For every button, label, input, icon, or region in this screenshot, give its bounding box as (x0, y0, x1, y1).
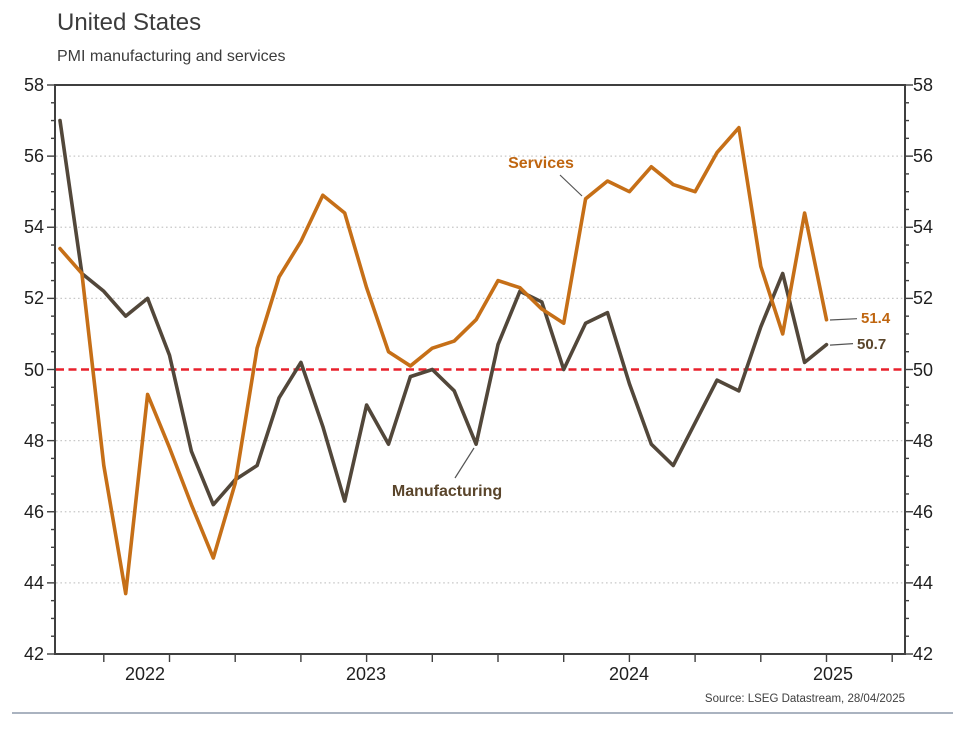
axis-frame (54, 84, 906, 655)
y-axis-label-left-46: 46 (23, 501, 44, 522)
y-axis-label-right-58: 58 (913, 75, 934, 95)
x-axis-label-2023: 2023 (345, 664, 387, 684)
y-axis-label-right-46: 46 (913, 501, 934, 522)
manufacturing-last-value-label: 50.7 (857, 336, 887, 353)
y-axis-label-right-52: 52 (913, 288, 934, 309)
y-axis-label-right-48: 48 (913, 430, 934, 451)
y-axis-label-left-50: 50 (23, 359, 44, 380)
page-title: United States (57, 9, 202, 36)
manufacturing-end-value-leader (829, 343, 854, 346)
manufacturing-label-leader (454, 447, 475, 479)
services-label-leader (559, 174, 583, 197)
bottom-separator-line (12, 712, 953, 714)
y-axis-label-left-44: 44 (23, 572, 44, 593)
y-axis-label-right-50: 50 (913, 359, 934, 380)
y-axis-label-left-48: 48 (23, 430, 44, 451)
y-axis-label-right-56: 56 (913, 146, 934, 167)
y-axis-label-right-54: 54 (913, 217, 934, 238)
services-series-label: Services (508, 155, 574, 172)
services-last-value-label: 51.4 (861, 310, 891, 327)
x-axis-label-2022: 2022 (124, 664, 166, 684)
services-line (58, 125, 829, 596)
y-axis-label-left-42: 42 (23, 644, 44, 664)
y-axis-label-left-56: 56 (23, 146, 44, 167)
x-axis-label-2025: 2025 (812, 664, 854, 684)
manufacturing-series-label: Manufacturing (391, 483, 503, 500)
services-end-value-leader (829, 318, 858, 321)
y-axis-label-left-52: 52 (23, 288, 44, 309)
x-axis-label-2024: 2024 (608, 664, 650, 684)
manufacturing-line (58, 118, 829, 507)
y-axis-label-right-44: 44 (913, 572, 934, 593)
y-axis-label-left-54: 54 (23, 217, 44, 238)
y-axis-label-right-42: 42 (913, 644, 934, 664)
source-note: Source: LSEG Datastream, 28/04/2025 (704, 693, 905, 705)
y-axis-label-left-58: 58 (23, 75, 44, 95)
chart-subtitle: PMI manufacturing and services (57, 48, 286, 65)
